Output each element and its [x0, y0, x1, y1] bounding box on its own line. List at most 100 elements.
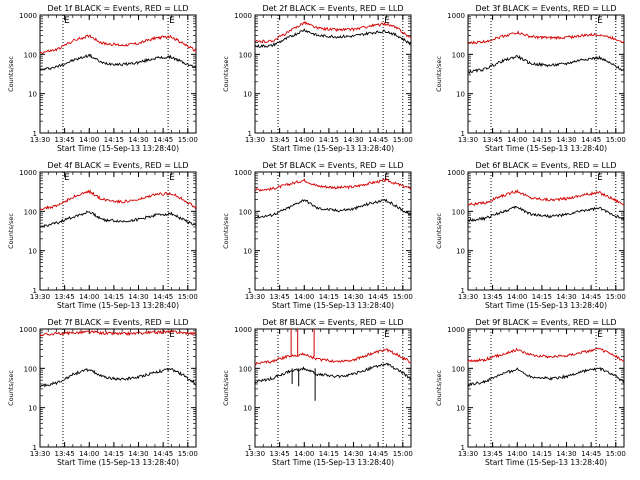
series-events-line [467, 54, 625, 75]
x-tick-label: 13:30 [30, 293, 50, 301]
marker-label: E [169, 173, 175, 183]
y-tick-label: 1000 [447, 169, 465, 177]
y-tick-label: 100 [239, 51, 252, 59]
x-tick-label: 14:30 [343, 293, 363, 301]
x-tick-label: 14:00 [294, 136, 314, 144]
series-events-line [39, 210, 197, 229]
marker-label: E [384, 16, 390, 26]
x-tick-label: 13:45 [55, 293, 75, 301]
y-tick-label: 1000 [234, 169, 252, 177]
x-tick-label: 14:15 [532, 136, 552, 144]
x-tick-label: 14:00 [294, 293, 314, 301]
x-tick-label: 14:45 [368, 293, 388, 301]
x-tick-label: 14:00 [79, 293, 99, 301]
x-tick-label: 14:15 [532, 450, 552, 458]
x-tick-label: 15:00 [606, 136, 626, 144]
x-axis-label: Start Time (15-Sep-13 13:28:40) [272, 458, 394, 467]
x-tick-label: 14:30 [343, 450, 363, 458]
y-tick-label: 100 [239, 208, 252, 216]
y-tick-label: 100 [239, 365, 252, 373]
x-tick-label: 13:45 [270, 293, 290, 301]
x-axis-label: Start Time (15-Sep-13 13:28:40) [57, 301, 179, 310]
y-axis-label: Counts/sec [222, 370, 230, 406]
y-tick-label: 10 [243, 405, 252, 413]
x-tick-label: 14:30 [556, 136, 576, 144]
series-lld-line [39, 189, 197, 211]
series-lld-line [467, 30, 625, 45]
x-tick-label: 14:00 [79, 136, 99, 144]
x-tick-label: 14:45 [368, 450, 388, 458]
series-lld-line [39, 329, 197, 337]
x-tick-label: 13:30 [458, 293, 478, 301]
panel-title: Det 7f BLACK = Events, RED = LLD [47, 318, 188, 327]
y-tick-label: 1000 [234, 12, 252, 20]
panel-title: Det 3f BLACK = Events, RED = LLD [475, 4, 616, 13]
y-tick-label: 1000 [19, 169, 37, 177]
y-tick-label: 10 [28, 91, 37, 99]
panel-6: Det 6f BLACK = Events, RED = LLD 1 10 100 10… [435, 161, 626, 310]
series-events-line [254, 362, 412, 384]
panel-3: Det 3f BLACK = Events, RED = LLD 1 10 100 10… [435, 4, 626, 153]
series-lld-line [254, 348, 412, 366]
x-tick-label: 14:30 [556, 293, 576, 301]
panel-title: Det 9f BLACK = Events, RED = LLD [475, 318, 616, 327]
x-tick-label: 13:45 [55, 450, 75, 458]
plot-frame [39, 14, 197, 134]
y-tick-label: 1000 [447, 326, 465, 334]
x-tick-label: 14:45 [153, 450, 173, 458]
series-events-line [254, 198, 412, 219]
y-tick-label: 10 [243, 248, 252, 256]
panel-2: Det 2f BLACK = Events, RED = LLD 1 10 100 10… [222, 4, 413, 153]
x-tick-label: 13:30 [245, 136, 265, 144]
x-tick-label: 15:00 [606, 450, 626, 458]
plot-frame [254, 14, 412, 134]
marker-label: E [597, 173, 603, 183]
x-tick-label: 15:00 [178, 450, 198, 458]
y-tick-label: 10 [456, 405, 465, 413]
x-tick-label: 14:45 [153, 293, 173, 301]
y-axis-label: Counts/sec [7, 370, 15, 406]
plot-frame [39, 171, 197, 291]
x-tick-label: 14:15 [104, 450, 124, 458]
x-tick-label: 14:00 [507, 293, 527, 301]
panel-title: Det 2f BLACK = Events, RED = LLD [262, 4, 403, 13]
y-tick-label: 1000 [19, 326, 37, 334]
x-tick-label: 15:00 [178, 136, 198, 144]
x-tick-label: 13:45 [483, 293, 503, 301]
y-tick-label: 1 [248, 287, 252, 295]
x-tick-label: 13:30 [30, 450, 50, 458]
panel-8: Det 8f BLACK = Events, RED = LLD 1 10 100 10… [222, 318, 413, 467]
y-tick-label: 10 [243, 91, 252, 99]
y-axis-label: Counts/sec [435, 56, 443, 92]
series-events-line [467, 367, 625, 387]
x-tick-label: 14:00 [294, 450, 314, 458]
y-tick-label: 1000 [447, 12, 465, 20]
y-axis-label: Counts/sec [222, 56, 230, 92]
plot-frame [467, 14, 625, 134]
x-tick-label: 13:30 [458, 450, 478, 458]
y-tick-label: 1 [33, 287, 37, 295]
x-tick-label: 14:15 [532, 293, 552, 301]
x-axis-label: Start Time (15-Sep-13 13:28:40) [272, 301, 394, 310]
series-events-line [39, 367, 197, 388]
x-tick-label: 13:45 [270, 136, 290, 144]
x-tick-label: 14:30 [556, 450, 576, 458]
panel-title: Det 5f BLACK = Events, RED = LLD [262, 161, 403, 170]
x-tick-label: 15:00 [393, 293, 413, 301]
x-tick-label: 14:30 [128, 293, 148, 301]
x-tick-label: 14:15 [319, 293, 339, 301]
x-tick-label: 13:45 [483, 136, 503, 144]
y-tick-label: 100 [452, 208, 465, 216]
x-tick-label: 15:00 [393, 136, 413, 144]
panel-7: Det 7f BLACK = Events, RED = LLD 1 10 100 10… [7, 318, 198, 467]
y-tick-label: 1 [461, 444, 465, 452]
y-tick-label: 100 [452, 51, 465, 59]
x-axis-label: Start Time (15-Sep-13 13:28:40) [485, 458, 607, 467]
plot-frame [254, 328, 412, 448]
x-tick-label: 14:15 [319, 450, 339, 458]
x-tick-label: 14:45 [153, 136, 173, 144]
plot-frame [39, 328, 197, 448]
x-tick-label: 15:00 [178, 293, 198, 301]
series-events-line [467, 205, 625, 223]
x-tick-label: 13:30 [458, 136, 478, 144]
